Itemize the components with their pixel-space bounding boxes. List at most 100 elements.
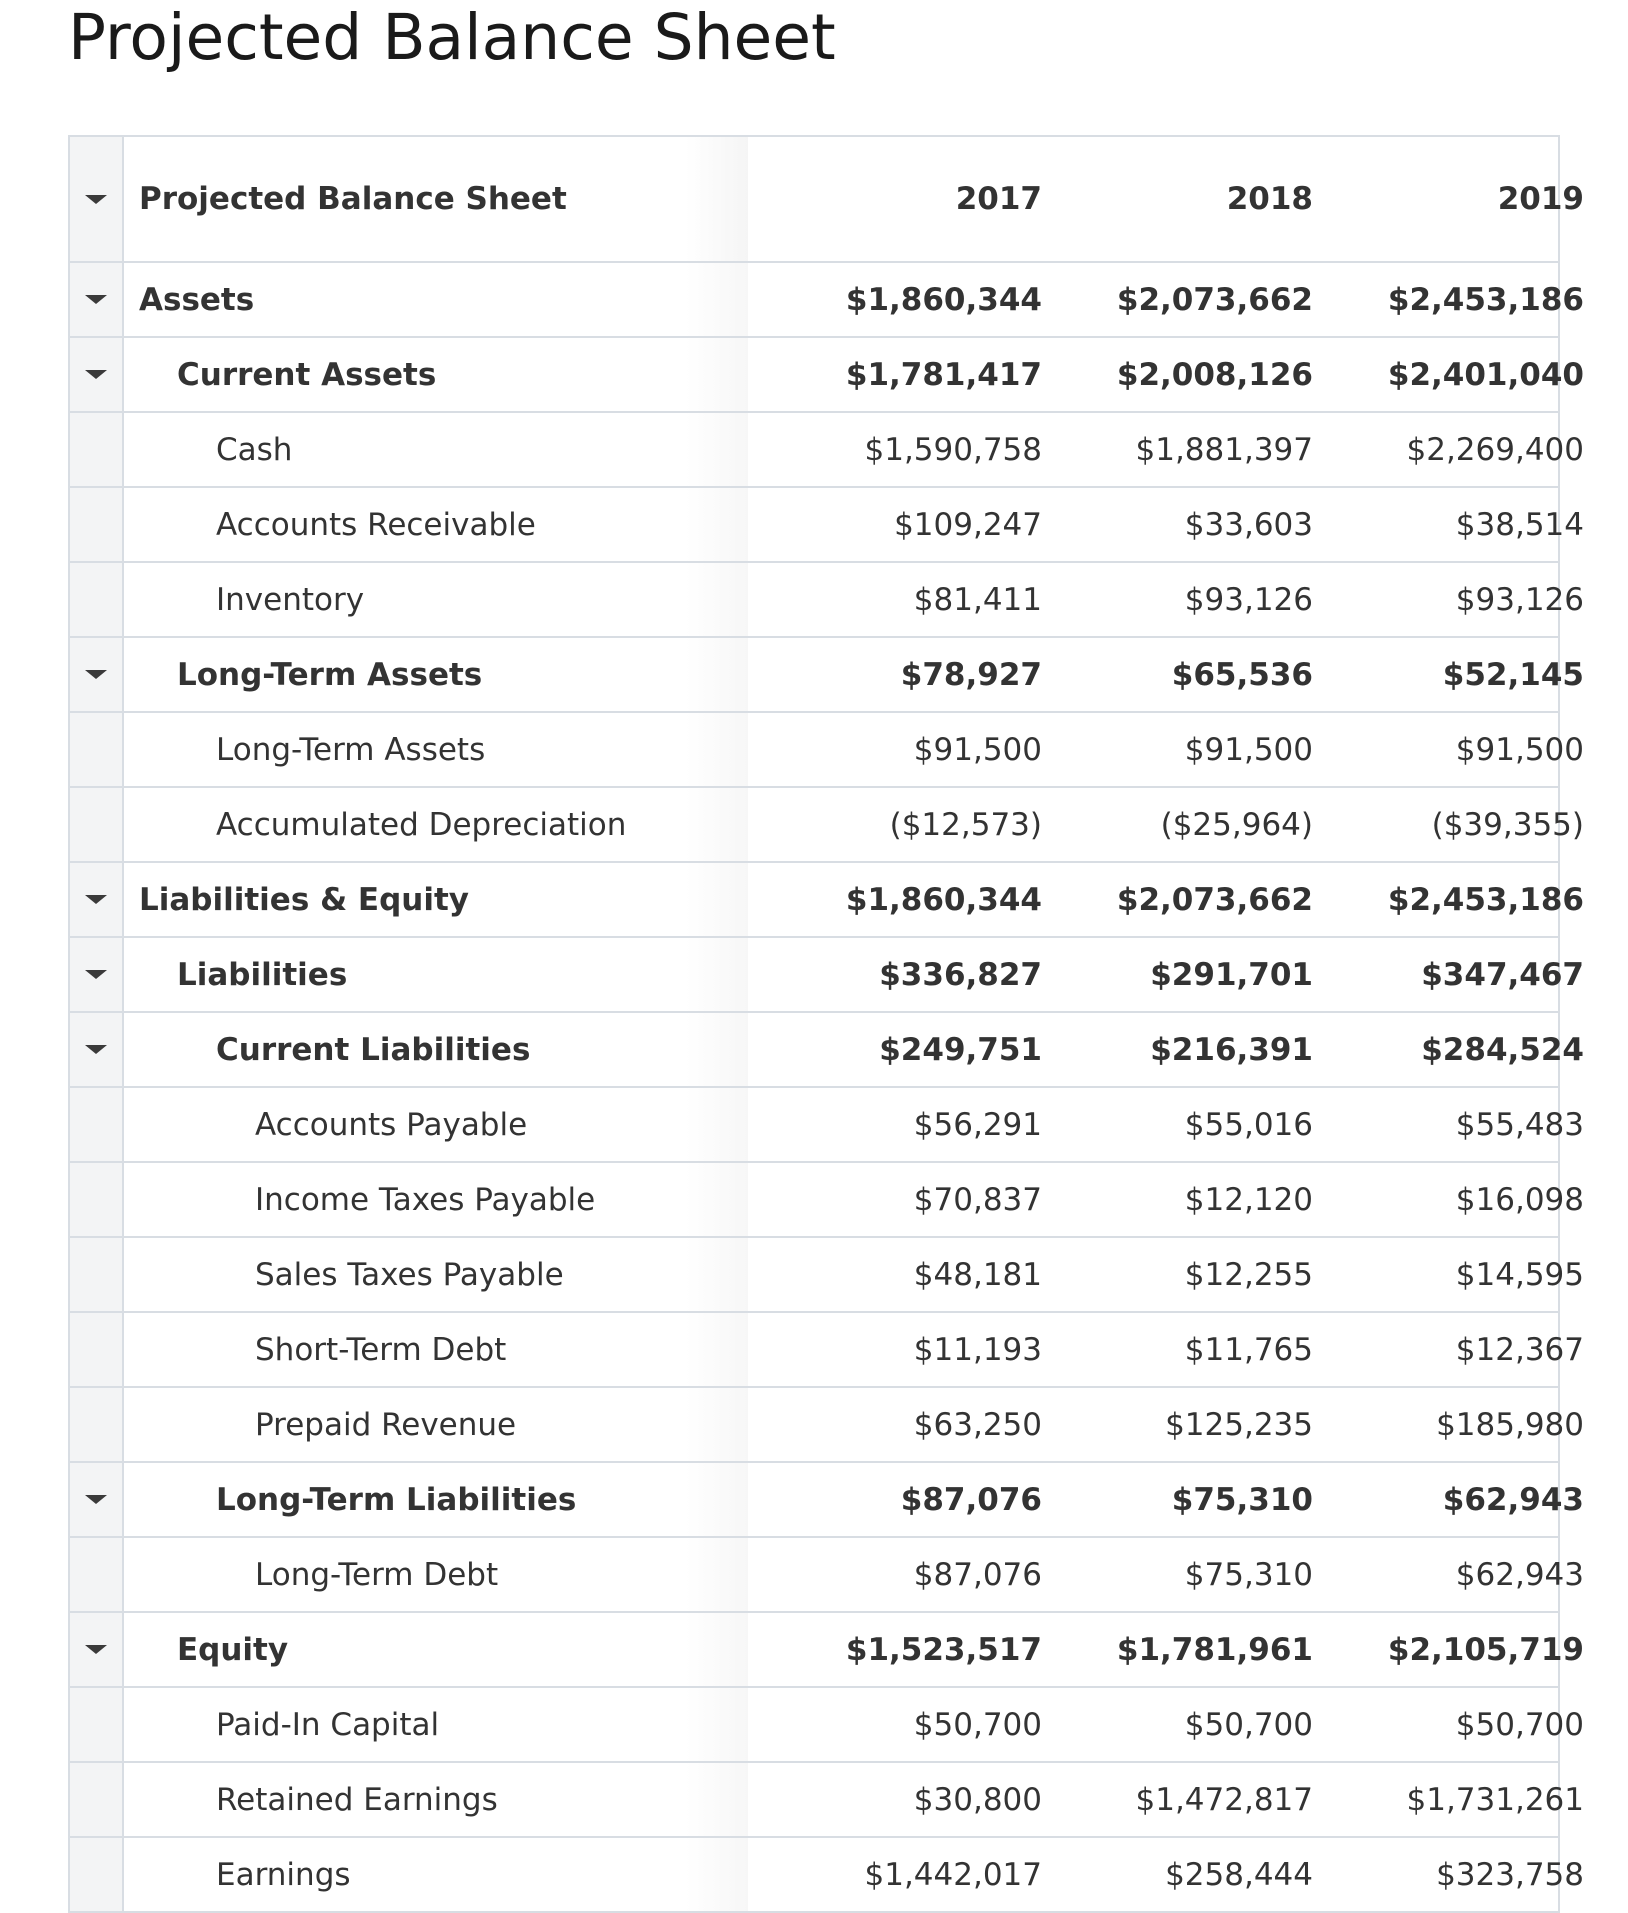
table-row: Paid-In Capital $50,700 $50,700 $50,700: [70, 1688, 1584, 1763]
row-value-2017: $70,837: [913, 1181, 1042, 1218]
table-row: Earnings $1,442,017 $258,444 $323,758: [70, 1838, 1584, 1913]
row-toggle-cell[interactable]: [70, 263, 124, 336]
table-row: Cash $1,590,758 $1,881,397 $2,269,400: [70, 413, 1584, 488]
row-value-2018: $1,472,817: [1135, 1781, 1314, 1818]
caret-down-icon[interactable]: [85, 970, 107, 979]
row-value-2017: $1,860,344: [845, 881, 1042, 918]
row-value-2019: $2,401,040: [1387, 356, 1584, 393]
row-value-2017: ($12,573): [889, 806, 1042, 843]
table-row[interactable]: Current Assets $1,781,417 $2,008,126 $2,401…: [70, 338, 1584, 413]
caret-down-icon[interactable]: [85, 1045, 107, 1054]
caret-down-icon[interactable]: [85, 670, 107, 679]
row-value-2017: $56,291: [913, 1106, 1042, 1143]
caret-down-icon[interactable]: [85, 370, 107, 379]
row-value-2019: $55,483: [1455, 1106, 1584, 1143]
table-row[interactable]: Assets $1,860,344 $2,073,662 $2,453,186: [70, 263, 1584, 338]
row-value-2019: $2,453,186: [1387, 281, 1584, 318]
row-toggle-cell: [70, 713, 124, 786]
row-value-2019: $12,367: [1455, 1331, 1584, 1368]
caret-down-icon[interactable]: [85, 895, 107, 904]
table-row: Prepaid Revenue $63,250 $125,235 $185,980: [70, 1388, 1584, 1463]
row-toggle-cell[interactable]: [70, 1013, 124, 1086]
row-value-2017: $63,250: [913, 1406, 1042, 1443]
row-value-2018: $216,391: [1150, 1031, 1313, 1068]
row-toggle-cell: [70, 1838, 124, 1911]
row-toggle-cell: [70, 413, 124, 486]
row-toggle-cell: [70, 488, 124, 561]
row-toggle-cell[interactable]: [70, 338, 124, 411]
row-value-2018: $75,310: [1184, 1556, 1313, 1593]
row-value-2017: $249,751: [879, 1031, 1042, 1068]
row-toggle-cell: [70, 1088, 124, 1161]
caret-down-icon[interactable]: [85, 1495, 107, 1504]
row-label: Long-Term Assets: [124, 638, 748, 711]
caret-down-icon[interactable]: [85, 295, 107, 304]
row-value-2017: $1,523,517: [845, 1631, 1042, 1668]
row-value-2019: $14,595: [1455, 1256, 1584, 1293]
row-value-2018: $2,073,662: [1116, 281, 1313, 318]
row-value-2018: $93,126: [1184, 581, 1313, 618]
row-toggle-cell: [70, 1388, 124, 1461]
row-label: Accumulated Depreciation: [124, 788, 748, 861]
row-value-2019: ($39,355): [1431, 806, 1584, 843]
row-label: Current Assets: [124, 338, 748, 411]
row-value-2019: $323,758: [1436, 1856, 1584, 1893]
caret-down-icon[interactable]: [85, 194, 107, 204]
table-row: Short-Term Debt $11,193 $11,765 $12,367: [70, 1313, 1584, 1388]
table-body: Assets $1,860,344 $2,073,662 $2,453,186 Curr…: [70, 263, 1584, 1913]
row-label: Inventory: [124, 563, 748, 636]
row-value-2018: $2,008,126: [1116, 356, 1313, 393]
header-year-2019: 2019: [1497, 181, 1584, 217]
table-row: Sales Taxes Payable $48,181 $12,255 $14,595: [70, 1238, 1584, 1313]
row-value-2018: $1,881,397: [1135, 431, 1314, 468]
row-value-2017: $1,781,417: [845, 356, 1042, 393]
table-row[interactable]: Equity $1,523,517 $1,781,961 $2,105,719: [70, 1613, 1584, 1688]
table-row[interactable]: Long-Term Liabilities $87,076 $75,310 $62,9…: [70, 1463, 1584, 1538]
table-row: Accumulated Depreciation ($12,573) ($25,96…: [70, 788, 1584, 863]
row-toggle-cell[interactable]: [70, 863, 124, 936]
row-toggle-cell[interactable]: [70, 1613, 124, 1686]
row-value-2018: $258,444: [1165, 1856, 1313, 1893]
row-toggle-cell[interactable]: [70, 638, 124, 711]
row-label: Long-Term Debt: [124, 1538, 748, 1611]
row-value-2018: ($25,964): [1160, 806, 1313, 843]
row-label: Liabilities & Equity: [124, 863, 748, 936]
row-value-2017: $109,247: [894, 506, 1042, 543]
row-label: Paid-In Capital: [124, 1688, 748, 1761]
row-value-2018: $12,120: [1184, 1181, 1313, 1218]
row-value-2019: $1,731,261: [1406, 1781, 1585, 1818]
row-value-2017: $78,927: [900, 656, 1042, 693]
row-toggle-cell[interactable]: [70, 1463, 124, 1536]
row-value-2017: $30,800: [913, 1781, 1042, 1818]
row-value-2018: $33,603: [1184, 506, 1313, 543]
row-value-2017: $1,590,758: [864, 431, 1043, 468]
table-row: Long-Term Debt $87,076 $75,310 $62,943: [70, 1538, 1584, 1613]
row-value-2019: $347,467: [1421, 956, 1584, 993]
row-value-2017: $11,193: [913, 1331, 1042, 1368]
table-row: Accounts Receivable $109,247 $33,603 $38,51…: [70, 488, 1584, 563]
table-row[interactable]: Long-Term Assets $78,927 $65,536 $52,145: [70, 638, 1584, 713]
row-label: Liabilities: [124, 938, 748, 1011]
row-toggle-cell: [70, 1163, 124, 1236]
row-label: Earnings: [124, 1838, 748, 1911]
row-label: Long-Term Liabilities: [124, 1463, 748, 1536]
row-value-2019: $16,098: [1455, 1181, 1584, 1218]
row-toggle-cell[interactable]: [70, 938, 124, 1011]
row-label: Accounts Payable: [124, 1088, 748, 1161]
row-value-2017: $1,442,017: [864, 1856, 1043, 1893]
page-title: Projected Balance Sheet: [68, 1, 836, 74]
row-toggle-cell: [70, 1688, 124, 1761]
caret-down-icon[interactable]: [85, 1645, 107, 1654]
row-label: Long-Term Assets: [124, 713, 748, 786]
table-row[interactable]: Current Liabilities $249,751 $216,391 $284,…: [70, 1013, 1584, 1088]
table-row[interactable]: Liabilities $336,827 $291,701 $347,467: [70, 938, 1584, 1013]
table-row[interactable]: Liabilities & Equity $1,860,344 $2,073,662…: [70, 863, 1584, 938]
header-toggle-cell[interactable]: [70, 137, 124, 261]
row-value-2019: $52,145: [1442, 656, 1584, 693]
row-value-2018: $55,016: [1184, 1106, 1313, 1143]
row-value-2018: $1,781,961: [1116, 1631, 1313, 1668]
balance-sheet-table: Projected Balance Sheet 2017 2018 2019 A…: [68, 135, 1584, 1913]
row-toggle-cell: [70, 1538, 124, 1611]
row-label: Sales Taxes Payable: [124, 1238, 748, 1311]
row-value-2018: $12,255: [1184, 1256, 1313, 1293]
